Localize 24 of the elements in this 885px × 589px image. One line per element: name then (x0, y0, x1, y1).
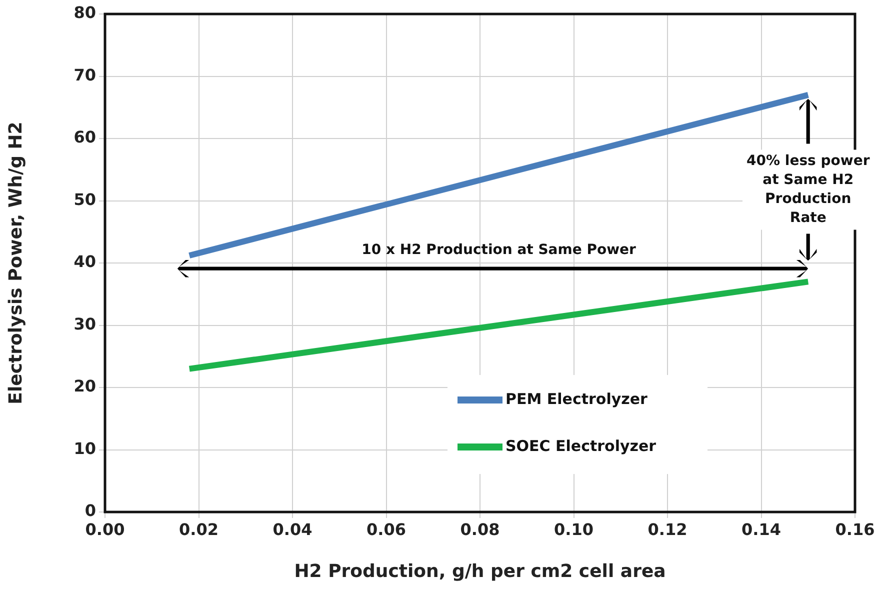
x-axis-title: H2 Production, g/h per cm2 cell area (294, 560, 666, 582)
y-tick-label: 50 (74, 190, 96, 209)
x-tick-label: 0.12 (648, 520, 688, 539)
annotation: 10 x H2 Production at Same Power (362, 242, 636, 258)
x-tick-label: 0.02 (179, 520, 218, 539)
y-tick-label: 70 (74, 65, 96, 84)
legend-label: SOEC Electrolyzer (506, 436, 657, 455)
x-tick-label: 0.14 (742, 520, 781, 539)
y-tick-label: 60 (74, 128, 96, 147)
y-tick-label: 80 (74, 3, 96, 22)
y-tick-label: 30 (74, 314, 96, 334)
legend-label: PEM Electrolyzer (506, 390, 648, 408)
y-tick-label: 20 (74, 376, 96, 396)
x-tick-label: 0.04 (272, 520, 312, 539)
y-axis-title: Electrolysis Power, Wh/g H2 (5, 122, 26, 404)
y-tick-label: 10 (74, 438, 96, 458)
x-tick-label: 0.10 (554, 520, 594, 539)
x-tick-label: 0.00 (85, 520, 125, 539)
annotation: 40% less power at Same H2 Production Rate (746, 152, 870, 226)
x-tick-label: 0.16 (835, 520, 875, 539)
y-tick-label: 40 (74, 252, 96, 272)
x-tick-label: 0.06 (366, 520, 406, 539)
x-tick-label: 0.08 (460, 520, 500, 539)
y-tick-label: 0 (84, 501, 96, 520)
